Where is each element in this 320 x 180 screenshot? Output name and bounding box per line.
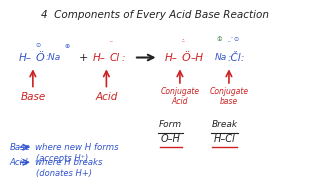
Text: Conjugate
base: Conjugate base (209, 87, 249, 106)
Text: ¨: ¨ (230, 37, 233, 42)
Text: Conjugate
Acid: Conjugate Acid (160, 87, 199, 106)
Text: H–: H– (19, 53, 32, 62)
Text: where new H forms: where new H forms (35, 143, 119, 152)
Text: ¨: ¨ (180, 42, 184, 48)
Text: Ö: Ö (181, 53, 190, 62)
Text: 4  Components of Every Acid Base Reaction: 4 Components of Every Acid Base Reaction (41, 10, 268, 20)
Text: (donates H+): (donates H+) (36, 169, 92, 178)
Text: ··: ·· (181, 37, 185, 42)
Text: :Na: :Na (45, 53, 60, 62)
Text: Base: Base (10, 143, 31, 152)
Text: Base: Base (20, 92, 45, 102)
Text: ⊕: ⊕ (64, 44, 70, 49)
Text: Break: Break (211, 120, 237, 129)
Text: ⊙: ⊙ (35, 43, 41, 48)
Text: ¨: ¨ (108, 42, 112, 48)
Text: Ö: Ö (36, 53, 45, 62)
Text: O–H: O–H (161, 134, 181, 144)
Text: +: + (79, 53, 88, 62)
Text: Form: Form (159, 120, 182, 129)
Text: H–: H– (164, 53, 178, 62)
Text: ¨: ¨ (227, 42, 230, 48)
Text: Cl: Cl (109, 53, 120, 62)
Text: H–: H– (92, 53, 106, 62)
Text: Acid: Acid (10, 158, 28, 167)
Text: :: : (240, 53, 244, 62)
Text: where H breaks: where H breaks (35, 158, 102, 167)
Text: ⊙: ⊙ (234, 37, 239, 42)
Text: H–Cl: H–Cl (213, 134, 235, 144)
Text: ①: ① (217, 37, 222, 42)
Text: :: : (122, 53, 125, 62)
Text: (accepts H⁺): (accepts H⁺) (36, 154, 88, 163)
Text: Na: Na (215, 53, 228, 62)
Text: Acid: Acid (95, 92, 117, 102)
Text: :Čl: :Čl (228, 53, 241, 62)
Text: –H: –H (191, 53, 204, 62)
